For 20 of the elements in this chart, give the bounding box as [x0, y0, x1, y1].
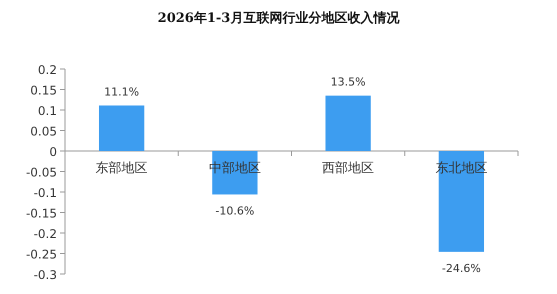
data-label: -10.6%: [215, 204, 254, 218]
y-tick-label: 0: [49, 145, 57, 159]
y-tick-label: 0.05: [30, 124, 57, 138]
y-tick-label: -0.15: [26, 206, 57, 220]
y-tick-label: -0.1: [34, 186, 57, 200]
x-tick-label: 东部地区: [96, 161, 148, 176]
y-tick-label: -0.25: [26, 248, 57, 262]
x-tick-label: 西部地区: [322, 161, 374, 176]
bar: [325, 96, 371, 151]
bar: [98, 105, 144, 151]
chart-title: 2026年1-3月互联网行业分地区收入情况: [158, 10, 400, 26]
y-tick-label: -0.2: [34, 227, 57, 241]
y-tick-label: 0.15: [30, 84, 57, 98]
y-tick-label: -0.3: [34, 268, 57, 282]
y-tick-label: 0.2: [38, 63, 57, 77]
y-tick-label: -0.05: [26, 166, 57, 180]
data-label: 13.5%: [330, 76, 366, 89]
data-label: -24.6%: [442, 262, 481, 275]
data-label: 11.1%: [104, 85, 140, 98]
y-tick-label: 0.1: [38, 104, 57, 118]
